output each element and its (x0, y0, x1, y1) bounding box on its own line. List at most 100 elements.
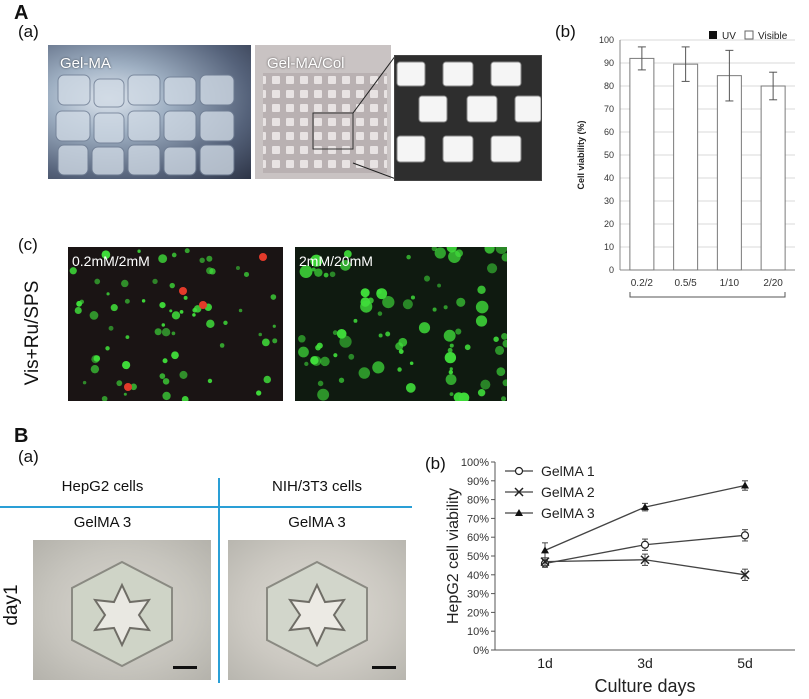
y-tick-label: 90% (467, 476, 489, 488)
live-cell (358, 367, 371, 379)
live-cell (183, 295, 188, 300)
live-cell (219, 343, 225, 348)
live-cell (206, 319, 215, 329)
live-cell (501, 333, 507, 340)
live-cell (311, 267, 316, 272)
header-divider (0, 506, 412, 508)
live-cell (475, 315, 488, 327)
live-cell (449, 367, 453, 371)
cell-viability-bar-chart: 0 10 20 30 40 50 60 70 80 90 100 0.2/2 0.5/5 1/10 2/20… (576, 30, 795, 298)
live-cell (171, 351, 179, 360)
live-cell (102, 251, 107, 255)
live-cell (449, 343, 454, 348)
y-tick-label: 30 (604, 196, 614, 206)
gel-ma-label: Gel-MA (60, 55, 111, 72)
live-cell (159, 373, 166, 379)
fluorescence-image-high: 2mM/20mM (295, 247, 507, 401)
live-cell (270, 294, 277, 300)
live-cell (122, 360, 131, 370)
live-cell (159, 301, 166, 309)
live-cell (455, 328, 462, 335)
live-cell (339, 335, 352, 348)
live-cell (343, 250, 352, 258)
bar (760, 85, 786, 271)
gel-ma-col-label: Gel-MA/Col (267, 55, 345, 72)
x-tick-label: 0.2/2 (631, 278, 654, 289)
live-cell (385, 331, 391, 337)
data-point (540, 557, 550, 567)
gel-ma-photo: Gel-MA (48, 45, 251, 179)
live-cell (89, 311, 99, 320)
live-cell (315, 344, 321, 351)
legend-marker (514, 466, 524, 476)
live-cell (169, 282, 175, 289)
live-cell (464, 344, 471, 351)
dead-cell (179, 287, 187, 295)
live-cell (360, 297, 371, 307)
panel-b-a-label: (a) (18, 447, 39, 466)
hepg2-micrograph (33, 540, 211, 680)
live-cell (434, 247, 446, 259)
live-cell (437, 283, 442, 288)
live-cell (199, 257, 205, 264)
live-cell (74, 306, 82, 315)
live-cell (137, 249, 141, 253)
live-cell (338, 377, 345, 383)
live-cell (154, 328, 162, 336)
x-tick-label: 0.5/5 (675, 278, 698, 289)
live-cell (105, 346, 110, 351)
live-cell (108, 325, 114, 331)
dead-cell (124, 383, 132, 391)
y-tick-label: 90 (604, 58, 614, 68)
live-cell (310, 254, 323, 267)
live-cell (171, 331, 176, 336)
live-cell (206, 267, 214, 275)
live-cell (123, 392, 127, 396)
live-cell (106, 292, 110, 296)
live-cell (418, 322, 431, 334)
live-cell (444, 351, 457, 364)
hepg2-viability-line-chart: 0% 10% 20% 30% 40% 50% 60% 70% 80% 90% 100% 1d 3d 5d C… (445, 457, 795, 696)
live-cell (207, 378, 213, 384)
live-cell (171, 311, 181, 320)
live-cell (258, 332, 262, 337)
live-cell (243, 271, 250, 278)
vis-ru-sps-label: Vis+Ru/SPS (22, 280, 43, 386)
live-cell (298, 346, 309, 358)
live-cell (206, 255, 213, 262)
bar (629, 57, 655, 271)
y-tick-label: 30% (467, 589, 489, 601)
nih3t3-header: NIH/3T3 cells (271, 478, 363, 495)
nih3t3-micrograph (228, 540, 406, 680)
live-cell (181, 396, 189, 401)
data-point (740, 570, 750, 580)
live-cell (272, 338, 278, 344)
live-cell (263, 375, 272, 384)
y-tick-label: 100 (599, 35, 614, 45)
x-tick-label: 2/20 (763, 278, 783, 289)
live-cell (449, 392, 454, 397)
y-axis-label: Cell viability (%) (576, 120, 586, 189)
panel-a-label: A (14, 2, 29, 24)
x-axis-label: Culture days (594, 676, 695, 696)
legend-label: GelMA 3 (541, 505, 595, 521)
legend-swatch-visible (744, 30, 754, 40)
high-concentration-label: 2mM/20mM (299, 253, 373, 269)
live-cell (169, 309, 173, 313)
hepg2-gelma-label: GelMA 3 (73, 514, 132, 531)
zoom-inset-photo (394, 55, 542, 181)
live-cell (405, 382, 416, 393)
live-cell (332, 330, 338, 336)
live-cell (101, 395, 108, 401)
data-point (640, 540, 650, 549)
low-concentration-label: 0.2mM/2mM (72, 253, 150, 269)
live-cell (424, 275, 431, 282)
live-cell (500, 396, 507, 401)
x-tick-label: 1/10 (720, 278, 740, 289)
live-cell (314, 268, 323, 277)
live-cell (90, 364, 100, 374)
legend-swatch-uv (709, 31, 717, 39)
live-cell (456, 297, 466, 307)
y-tick-label: 100% (461, 457, 489, 469)
live-cell (320, 356, 330, 367)
